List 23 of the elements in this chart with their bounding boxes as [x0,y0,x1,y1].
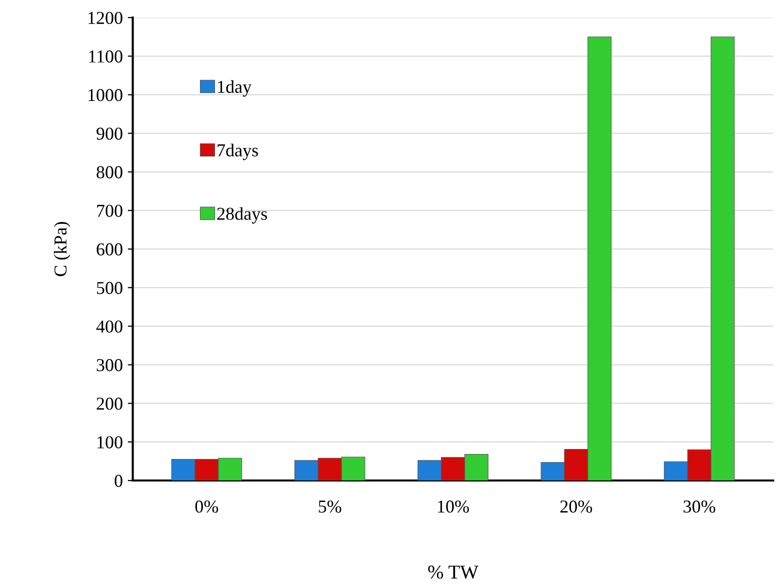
x-tick-label: 0% [195,500,218,513]
y-axis-title: C (kPa) [54,222,70,276]
x-tick-label: 20% [560,500,592,513]
x-tick-label: 30% [684,500,716,513]
x-axis-title: % TW [428,566,478,579]
y-tick-label: 500 [97,282,122,294]
y-tick-label: 200 [96,398,122,410]
y-tick-label: 900 [96,128,122,140]
y-tick-label: 1200 [88,12,122,24]
y-tick-label: 0 [114,474,122,487]
y-tick-label: 800 [96,166,122,178]
x-tick-label: 10% [438,500,469,513]
y-tick-label: 1000 [88,88,122,102]
y-tick-label: 1100 [89,50,122,63]
legend-label: 7days [218,144,258,160]
legend-label: 28days [217,207,267,224]
x-tick-label: 5% [318,500,342,513]
y-tick-label: 600 [96,243,122,256]
y-tick-label: 300 [96,359,122,372]
y-tick-label: 400 [96,320,122,333]
y-tick-label: 700 [97,204,122,217]
legend-label: 1day [218,80,252,97]
y-tick-label: 100 [98,436,122,448]
